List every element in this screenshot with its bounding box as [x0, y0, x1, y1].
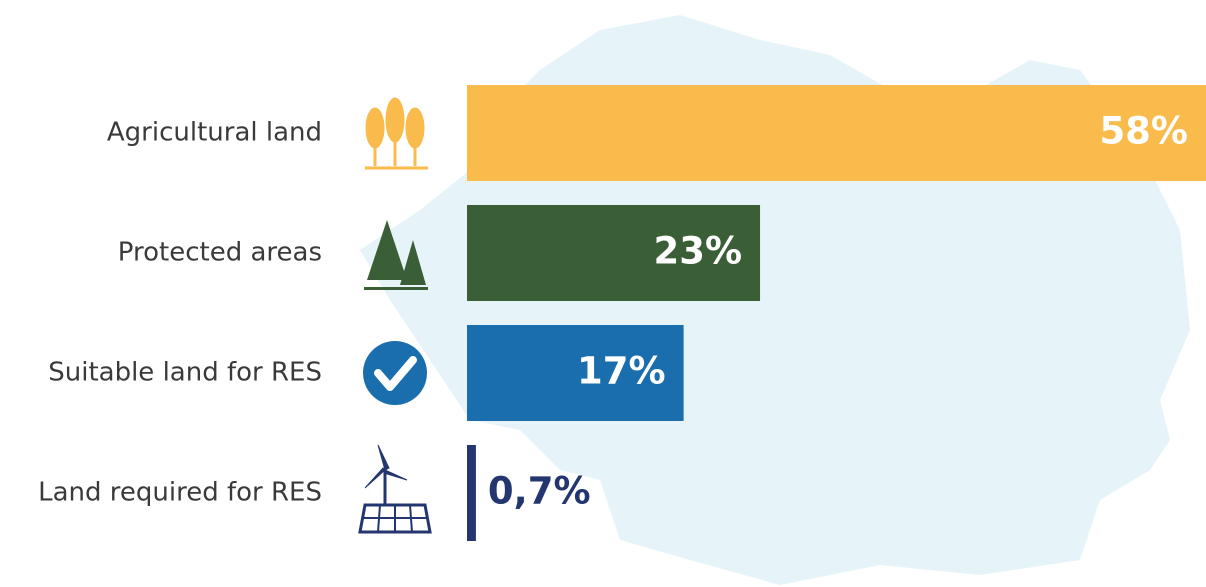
bar: [467, 445, 476, 541]
value-label: 0,7%: [488, 470, 591, 513]
bar: [467, 325, 684, 421]
value-label: 23%: [653, 230, 742, 273]
category-label: Protected areas: [118, 238, 322, 268]
value-label: 17%: [577, 350, 666, 393]
icon-trees: [364, 220, 428, 290]
bar: [467, 205, 761, 301]
value-label: 58%: [1099, 110, 1188, 153]
category-label: Agricultural land: [107, 118, 322, 148]
icon-check: [363, 341, 427, 405]
category-label: Suitable land for RES: [48, 358, 322, 388]
icon-renewables: [358, 444, 432, 534]
bar: [467, 85, 1206, 181]
icon-wheat: [365, 97, 428, 170]
category-label: Land required for RES: [38, 478, 322, 508]
